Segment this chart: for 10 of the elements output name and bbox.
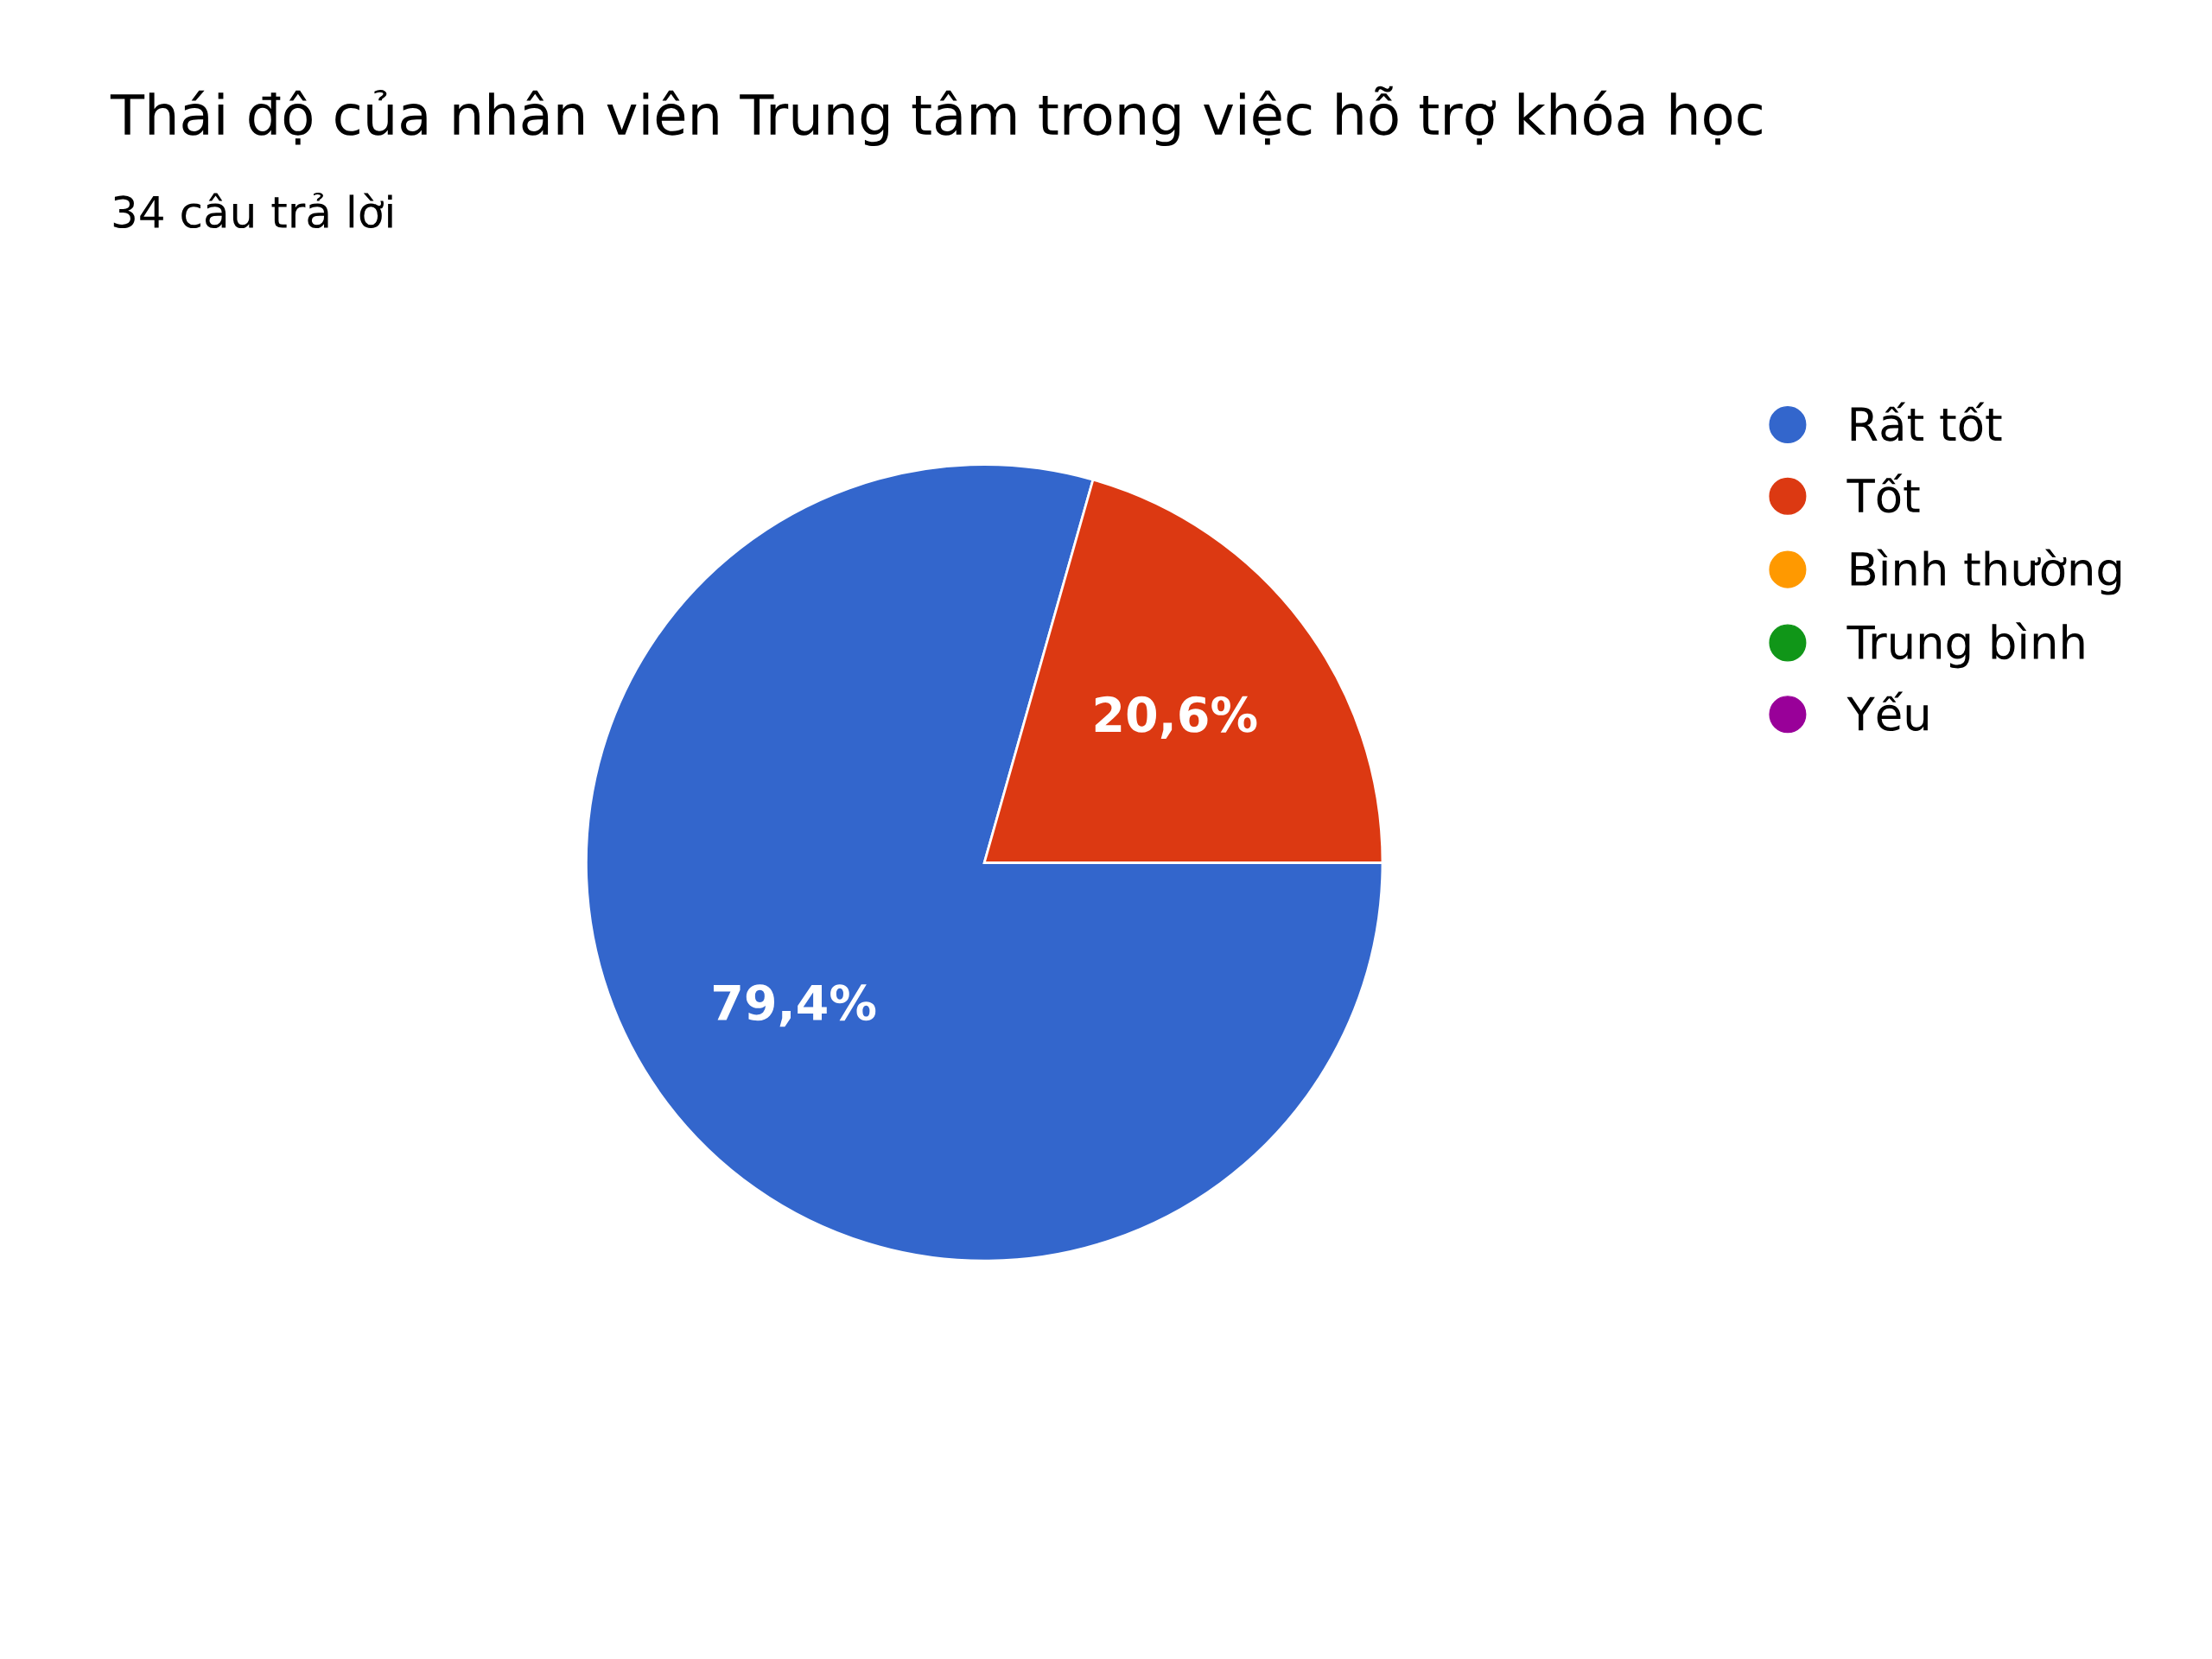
legend-label: Yếu [1847, 691, 1928, 731]
chart-title: Thái độ của nhân viên Trung tâm trong việc hỗ trợ khóa học [110, 86, 1762, 147]
legend-label: Rất tốt [1851, 402, 2002, 442]
legend-label: Bình thường [1851, 549, 2121, 595]
chart-subtitle: 34 câu trả lời [113, 192, 392, 229]
data-label: 79,4% [713, 984, 876, 1027]
legend-label: Trung bình [1847, 622, 2084, 669]
pie-slice [585, 463, 1384, 1262]
legend-label: Tốt [1847, 474, 1920, 513]
data-label: 20,6% [1095, 696, 1257, 739]
